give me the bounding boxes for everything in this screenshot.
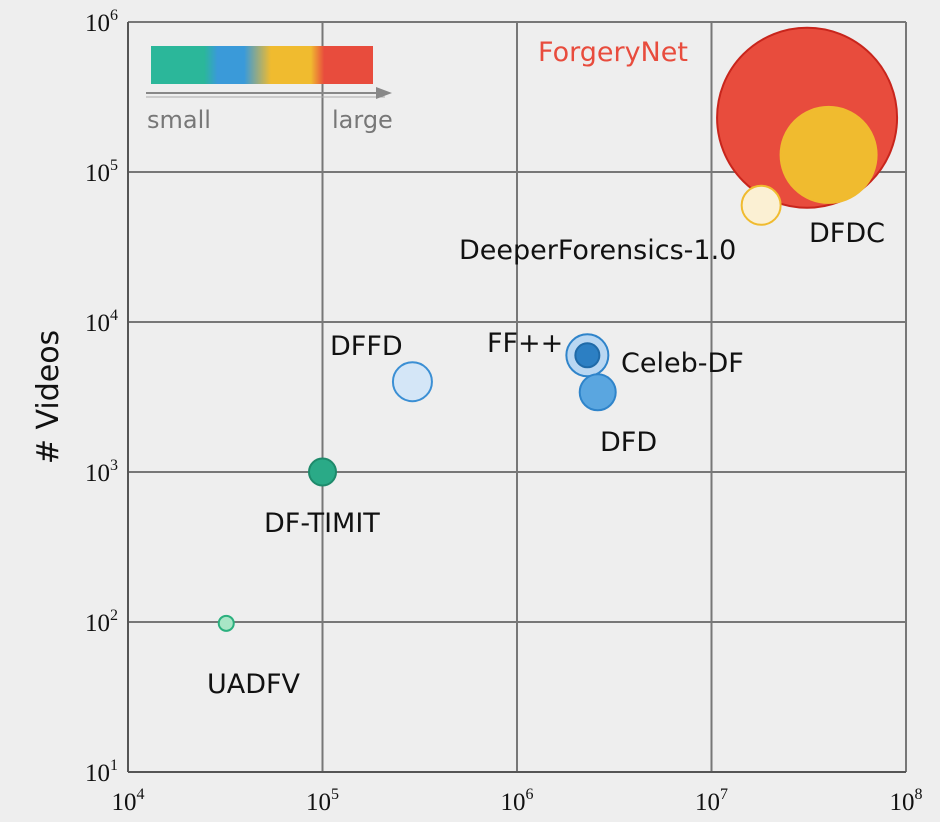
size-legend-large-label: large: [332, 106, 393, 134]
size-legend-gradient-bar: [151, 46, 373, 84]
point-df-timit: [308, 457, 337, 487]
x-tick-label: 108: [890, 786, 923, 816]
y-tick-label: 103: [85, 457, 118, 487]
size-legend-small-label: small: [147, 106, 211, 134]
point-labels: UADFV DF-TIMIT DFFD FF++ Celeb-DF DFD De…: [207, 37, 885, 700]
y-tick-labels: 101 102 103 104 105 106: [85, 7, 118, 787]
y-tick-label: 106: [85, 7, 118, 37]
point-dffd: [391, 361, 433, 403]
label-uadfv: UADFV: [207, 669, 301, 700]
label-forgerynet: ForgeryNet: [538, 37, 688, 68]
label-df-timit: DF-TIMIT: [264, 508, 380, 539]
point-deeperforensics-1-0: [740, 184, 782, 226]
data-points: [217, 26, 899, 632]
x-tick-label: 105: [306, 786, 339, 816]
axes: [127, 22, 906, 773]
y-tick-label: 101: [85, 757, 118, 787]
x-tick-label: 107: [695, 786, 728, 816]
size-legend-arrowhead: [376, 87, 392, 99]
label-dffd: DFFD: [330, 331, 403, 362]
point-uadfv: [217, 614, 235, 632]
label-ff-plus-plus: FF++: [487, 328, 563, 359]
x-tick-label: 104: [112, 786, 145, 816]
x-tick-labels: 104 105 106 107 108: [112, 786, 923, 816]
y-tick-label: 102: [85, 607, 118, 637]
size-legend: small large: [146, 46, 393, 134]
label-deeperforensics: DeeperForensics-1.0: [459, 235, 736, 266]
point-celeb-df: [574, 342, 601, 369]
point-dfdc: [779, 105, 878, 204]
label-dfd: DFD: [600, 427, 657, 458]
point-dfd: [578, 373, 617, 412]
grid: [128, 21, 907, 772]
y-tick-label: 105: [85, 157, 118, 187]
y-tick-label: 104: [85, 307, 118, 337]
label-dfdc: DFDC: [809, 218, 885, 249]
y-axis-label: # Videos: [31, 330, 66, 464]
x-tick-label: 106: [501, 786, 534, 816]
label-celeb-df: Celeb-DF: [621, 348, 744, 379]
